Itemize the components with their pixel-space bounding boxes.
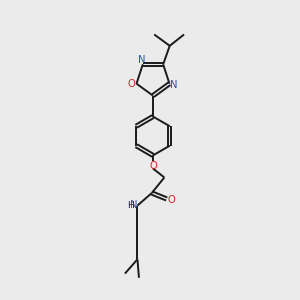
Text: O: O (149, 160, 157, 170)
Text: O: O (127, 79, 135, 89)
Text: N: N (130, 200, 137, 210)
Text: H: H (127, 201, 134, 210)
Text: N: N (170, 80, 178, 90)
Text: N: N (138, 55, 146, 65)
Text: O: O (168, 195, 176, 205)
